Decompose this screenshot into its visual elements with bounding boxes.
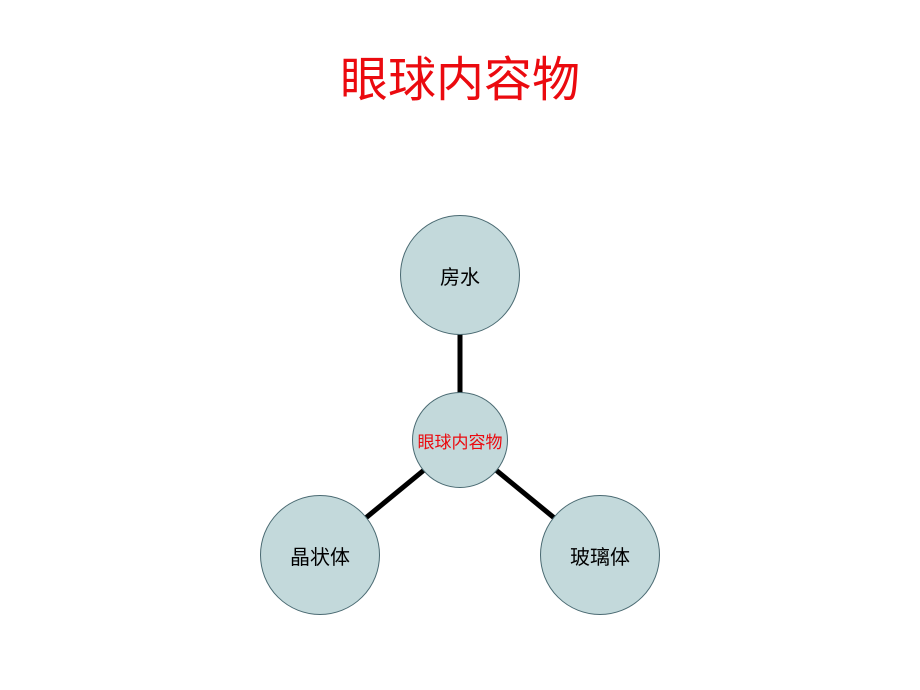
node-left-label: 晶状体: [290, 541, 350, 570]
eye-contents-diagram: 眼球内容物 房水晶状体 玻璃体: [0, 0, 920, 690]
node-top: 房水: [400, 215, 520, 335]
node-top-label: 房水: [440, 261, 480, 290]
center-node-label: 眼球内容物: [418, 428, 503, 453]
node-left: 晶状体: [260, 495, 380, 615]
node-right: 玻璃体: [540, 495, 660, 615]
node-right-label: 玻璃体: [570, 541, 630, 570]
center-node: 眼球内容物: [412, 392, 508, 488]
